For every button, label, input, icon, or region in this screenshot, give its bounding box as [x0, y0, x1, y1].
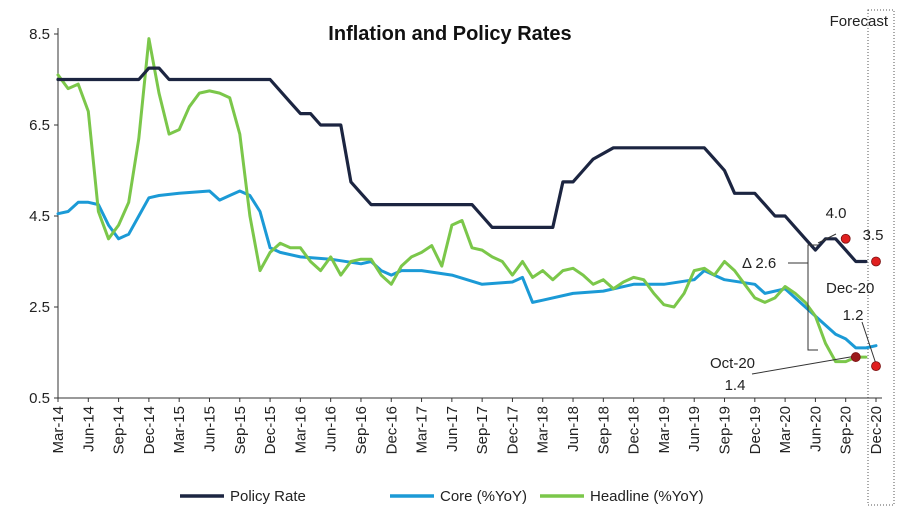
x-tick-label: Dec-16	[383, 406, 400, 454]
x-tick-label: Mar-15	[171, 406, 188, 454]
x-ticks: Mar-14 Jun-14 Sep-14 Dec-14 Mar-15 Jun-15 Sep-…	[50, 398, 885, 454]
x-tick-label: Dec-17	[504, 406, 521, 454]
markers-layer	[840, 233, 881, 372]
x-tick-label: Mar-16	[292, 406, 309, 454]
forecast-region	[867, 9, 895, 506]
label-1.2: 1.2	[843, 307, 864, 324]
legend: Policy Rate Core (%YoY) Headline (%YoY)	[180, 488, 704, 505]
label-oct20: Oct-20	[710, 355, 755, 372]
x-tick-label: Mar-19	[656, 406, 673, 454]
x-tick-label: Jun-14	[80, 406, 97, 452]
data-marker	[871, 256, 881, 267]
x-tick-label: Dec-19	[747, 406, 764, 454]
chart-title: Inflation and Policy Rates	[328, 23, 571, 45]
series-line-core-yoy-	[56, 189, 878, 350]
x-tick-label: Jun-20	[807, 406, 824, 452]
x-tick-label: Jun-15	[201, 406, 218, 452]
y-tick-label: 4.5	[29, 208, 50, 225]
x-tick-label: Sep-15	[232, 406, 249, 454]
x-tick-label: Dec-14	[141, 406, 158, 454]
y-tick-label: 0.5	[29, 390, 50, 407]
series-line-headline-yoy-	[56, 37, 868, 364]
x-tick-label: Mar-20	[777, 406, 794, 454]
label-delta: Δ 2.6	[742, 255, 776, 272]
x-tick-label: Sep-16	[353, 406, 370, 454]
x-tick-label: Dec-18	[626, 406, 643, 454]
x-tick-label: Sep-20	[838, 406, 855, 454]
leader-oct20	[751, 355, 857, 375]
x-tick-label: Mar-17	[414, 406, 431, 454]
x-tick-label: Sep-17	[474, 406, 491, 454]
x-tick-label: Jun-16	[323, 406, 340, 452]
x-tick-label: Sep-14	[111, 406, 128, 454]
data-marker	[850, 352, 861, 362]
x-tick-label: Mar-14	[50, 406, 67, 454]
x-tick-label: Jun-17	[444, 406, 461, 452]
label-dec20: Dec-20	[826, 280, 874, 297]
x-tick-label: Mar-18	[535, 406, 552, 454]
legend-label: Policy Rate	[230, 488, 306, 505]
x-tick-label: Dec-15	[262, 406, 279, 454]
legend-label: Core (%YoY)	[440, 488, 527, 505]
label-3.5: 3.5	[863, 227, 884, 244]
x-tick-label: Dec-20	[868, 406, 885, 454]
series-line-policy-rate	[56, 66, 868, 264]
leader-1.2	[861, 321, 877, 365]
y-ticks: 8.5 6.5 4.5 2.5 0.5	[29, 26, 58, 407]
label-4.0: 4.0	[826, 205, 847, 222]
data-marker	[840, 233, 851, 244]
legend-label: Headline (%YoY)	[590, 488, 704, 505]
y-tick-label: 8.5	[29, 26, 50, 43]
x-tick-label: Sep-19	[717, 406, 734, 454]
leader-4.0	[817, 233, 837, 244]
x-tick-label: Jun-19	[686, 406, 703, 452]
y-tick-label: 6.5	[29, 117, 50, 134]
x-tick-label: Jun-18	[565, 406, 582, 452]
x-tick-label: Sep-18	[595, 406, 612, 454]
label-1.4: 1.4	[725, 377, 746, 394]
y-tick-label: 2.5	[29, 299, 50, 316]
data-marker	[871, 361, 881, 372]
delta-bracket	[807, 244, 818, 351]
forecast-label: Forecast	[830, 13, 889, 30]
series-layer	[56, 37, 878, 364]
